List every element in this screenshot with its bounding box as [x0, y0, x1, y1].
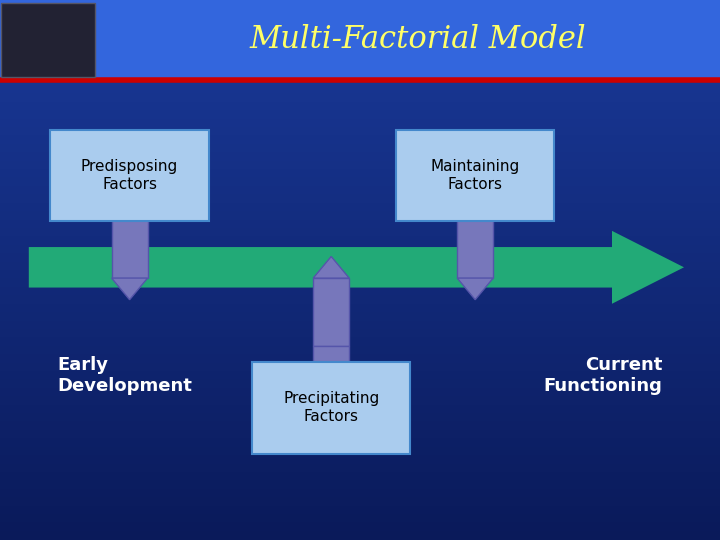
Text: Early
Development: Early Development [58, 356, 192, 395]
FancyBboxPatch shape [313, 346, 349, 367]
FancyBboxPatch shape [50, 130, 209, 221]
Polygon shape [313, 256, 349, 278]
FancyBboxPatch shape [313, 278, 349, 346]
FancyBboxPatch shape [457, 216, 493, 278]
FancyBboxPatch shape [396, 130, 554, 221]
Text: Precipitating
Factors: Precipitating Factors [283, 392, 379, 424]
FancyBboxPatch shape [112, 216, 148, 278]
FancyBboxPatch shape [252, 362, 410, 454]
Text: Maintaining
Factors: Maintaining Factors [431, 159, 520, 192]
FancyBboxPatch shape [0, 0, 720, 80]
Text: Multi-Factorial Model: Multi-Factorial Model [249, 24, 586, 56]
Polygon shape [29, 231, 684, 303]
Text: Current
Functioning: Current Functioning [544, 356, 662, 395]
Polygon shape [457, 278, 493, 300]
Polygon shape [112, 278, 148, 300]
Text: Predisposing
Factors: Predisposing Factors [81, 159, 179, 192]
FancyBboxPatch shape [1, 3, 95, 77]
